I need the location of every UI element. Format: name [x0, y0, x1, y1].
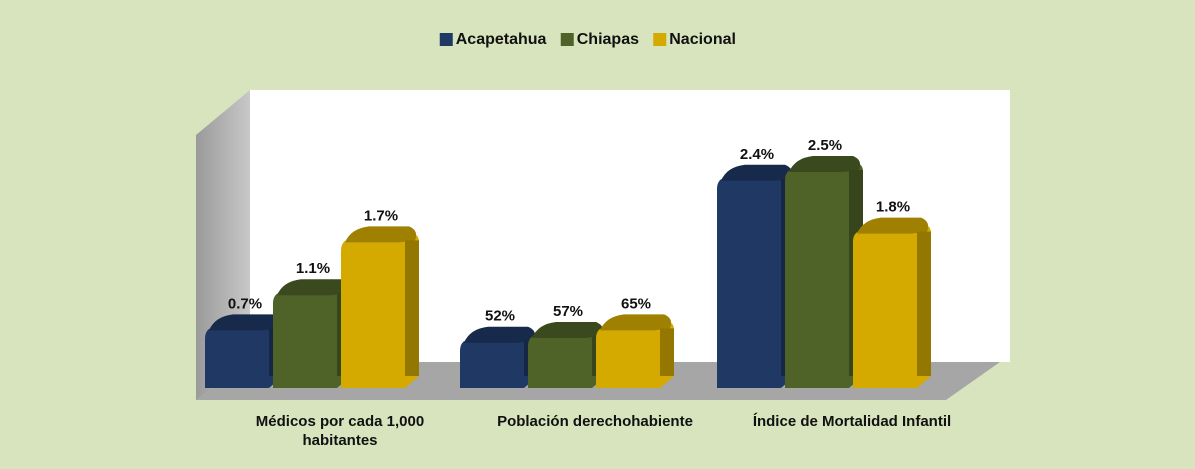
- bar-top: [464, 326, 536, 343]
- bar: [460, 334, 538, 388]
- bar-top: [532, 321, 604, 338]
- data-label: 1.1%: [296, 260, 330, 277]
- bar-top: [789, 156, 861, 172]
- bar-top: [721, 164, 793, 181]
- legend-label: Chiapas: [577, 31, 639, 48]
- bar: [273, 287, 351, 388]
- bar: [785, 163, 863, 388]
- bar-top: [600, 314, 672, 331]
- x-tick-label: Población derechohabiente: [497, 413, 693, 430]
- legend-swatch: [560, 33, 574, 46]
- data-label: 2.5%: [808, 137, 842, 154]
- data-label: 1.7%: [364, 207, 398, 224]
- bar-top: [857, 217, 929, 234]
- bar-side: [917, 231, 931, 376]
- bar-top: [345, 226, 417, 243]
- bar: [596, 322, 674, 388]
- data-label: 65%: [621, 295, 651, 312]
- legend-label: Acapetahua: [456, 31, 547, 48]
- x-tick-label: Índice de Mortalidad Infantil: [752, 413, 952, 430]
- bar: [853, 225, 931, 388]
- legend-label: Nacional: [669, 31, 736, 48]
- bar-top: [209, 314, 281, 331]
- data-label: 52%: [485, 308, 515, 325]
- bar: [528, 329, 606, 388]
- x-tick-label: Médicos por cada 1,000 habitantes: [255, 413, 425, 449]
- data-label: 0.7%: [228, 295, 262, 312]
- legend-swatch: [439, 33, 453, 46]
- data-label: 2.4%: [740, 146, 774, 163]
- bar: [205, 322, 283, 388]
- data-label: 1.8%: [876, 199, 910, 216]
- bar-top: [277, 279, 349, 296]
- legend-swatch: [653, 33, 667, 46]
- bar: [341, 234, 419, 388]
- bar: [717, 172, 795, 388]
- data-label: 57%: [553, 303, 583, 320]
- bar-side: [660, 328, 674, 376]
- bar-side: [405, 240, 419, 376]
